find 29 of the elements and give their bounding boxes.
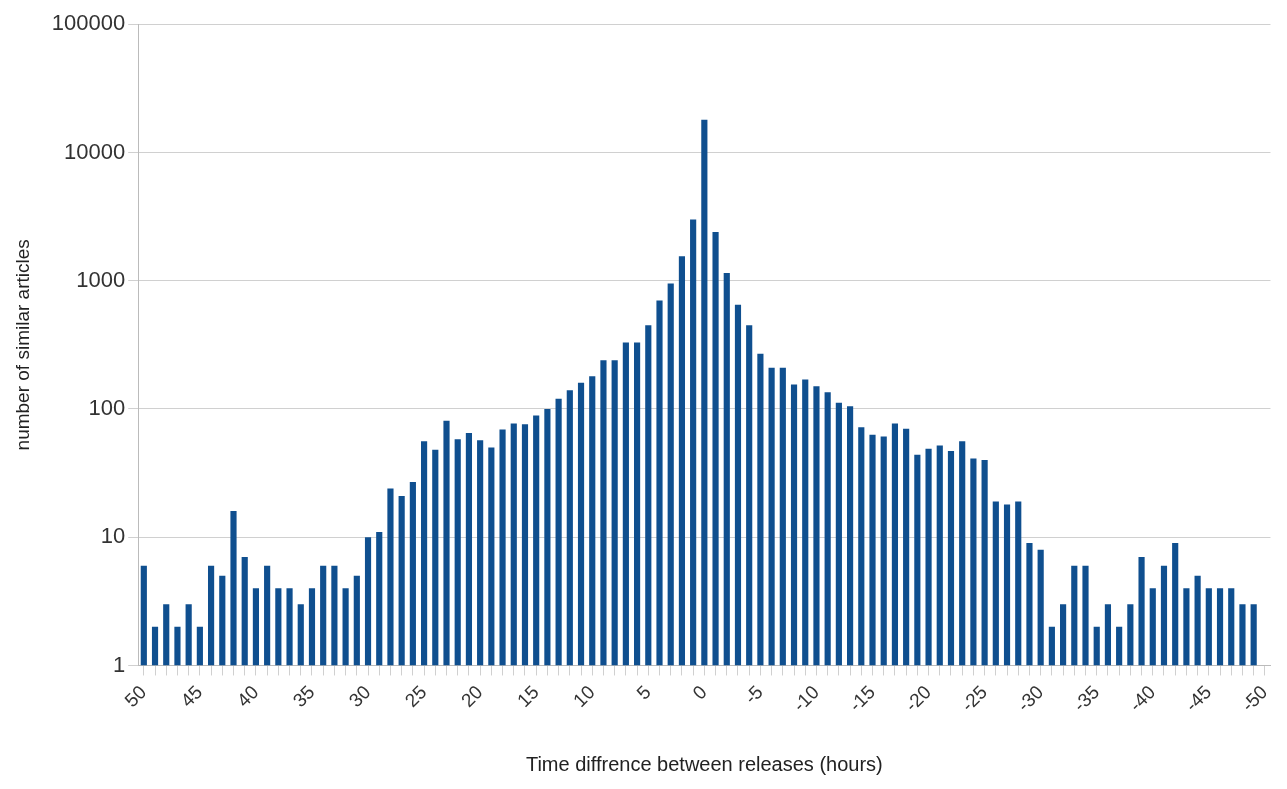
x-tick-label: -25	[956, 681, 992, 716]
x-tick-label: 0	[688, 681, 711, 704]
x-tick-label: 40	[232, 681, 263, 711]
x-tick-label: 35	[288, 681, 319, 711]
x-tick-label: -30	[1012, 681, 1048, 716]
y-tick-label: 100	[88, 395, 126, 421]
x-tick-label: 20	[456, 681, 487, 711]
x-tick-label: 45	[176, 681, 207, 711]
x-tick-label: -45	[1181, 681, 1216, 716]
x-tick-label: -10	[788, 681, 823, 716]
x-tick-label: -40	[1125, 681, 1160, 716]
x-tick-label: 30	[344, 681, 375, 711]
x-axis-title: Time diffrence between releases (hours)	[525, 752, 883, 775]
x-tick-label: 10	[568, 681, 599, 711]
y-tick-label: 1	[112, 651, 126, 677]
x-tick-label: 25	[400, 681, 431, 711]
x-tick-label: -50	[1237, 681, 1272, 716]
y-axis-title: number of similar articles	[11, 239, 33, 451]
x-tick-label: -20	[900, 681, 936, 716]
y-tick-label: 1000	[76, 266, 126, 292]
x-tick-label: -5	[740, 681, 767, 709]
y-tick-label: 10000	[64, 138, 126, 164]
x-tick-label: -35	[1068, 681, 1104, 716]
y-tick-label: 100000	[51, 10, 126, 36]
x-tick-label: 50	[120, 681, 151, 711]
x-tick-label: -15	[844, 681, 880, 716]
y-tick-label: 10	[100, 523, 126, 549]
x-tick-label: 15	[512, 681, 543, 711]
x-tick-label: 5	[632, 681, 655, 704]
